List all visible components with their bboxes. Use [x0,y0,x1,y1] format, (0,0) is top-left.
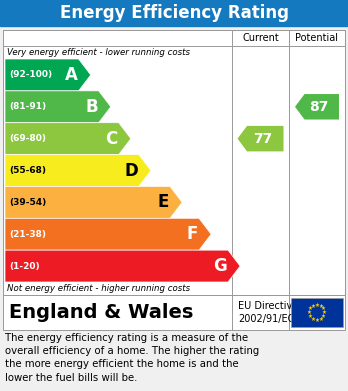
Text: ★: ★ [311,316,316,321]
Text: F: F [187,225,198,243]
Text: (39-54): (39-54) [9,198,46,207]
Text: EU Directive: EU Directive [238,301,298,311]
Text: Energy Efficiency Rating: Energy Efficiency Rating [60,4,288,22]
Bar [0,0,348,26]
Text: ★: ★ [322,310,327,315]
Text: (1-20): (1-20) [9,262,40,271]
Bar [291,298,343,327]
Text: ★: ★ [315,303,319,307]
Polygon shape [5,218,211,250]
Text: 77: 77 [253,132,272,145]
Text: (55-68): (55-68) [9,166,46,175]
Polygon shape [5,154,151,187]
Text: 2002/91/EC: 2002/91/EC [238,314,294,324]
Polygon shape [5,59,91,91]
Text: ★: ★ [307,310,312,315]
Bar [3,295,345,330]
Text: ★: ★ [308,314,313,319]
Polygon shape [5,91,111,123]
Polygon shape [5,123,131,154]
Text: (69-80): (69-80) [9,134,46,143]
Text: G: G [213,257,227,275]
Text: England & Wales: England & Wales [9,303,193,322]
Text: C: C [105,130,118,148]
Text: 87: 87 [309,100,329,114]
Text: ★: ★ [311,303,316,308]
Text: D: D [124,161,138,179]
Text: ★: ★ [318,303,323,308]
Text: ★: ★ [308,306,313,311]
Bar [3,30,345,295]
Text: Not energy efficient - higher running costs: Not energy efficient - higher running co… [7,284,190,293]
Text: Very energy efficient - lower running costs: Very energy efficient - lower running co… [7,48,190,57]
Text: Potential: Potential [295,33,339,43]
Text: A: A [65,66,78,84]
Text: ★: ★ [321,314,326,319]
Text: ★: ★ [318,316,323,321]
Text: ★: ★ [321,306,326,311]
Polygon shape [237,126,284,151]
Polygon shape [295,94,339,120]
Text: The energy efficiency rating is a measure of the
overall efficiency of a home. T: The energy efficiency rating is a measur… [5,333,259,383]
Text: (81-91): (81-91) [9,102,46,111]
Polygon shape [5,250,240,282]
Text: B: B [85,98,98,116]
Text: (92-100): (92-100) [9,70,52,79]
Text: E: E [158,194,169,212]
Polygon shape [5,187,182,218]
Text: ★: ★ [315,317,319,323]
Text: Current: Current [242,33,279,43]
Text: (21-38): (21-38) [9,230,46,239]
